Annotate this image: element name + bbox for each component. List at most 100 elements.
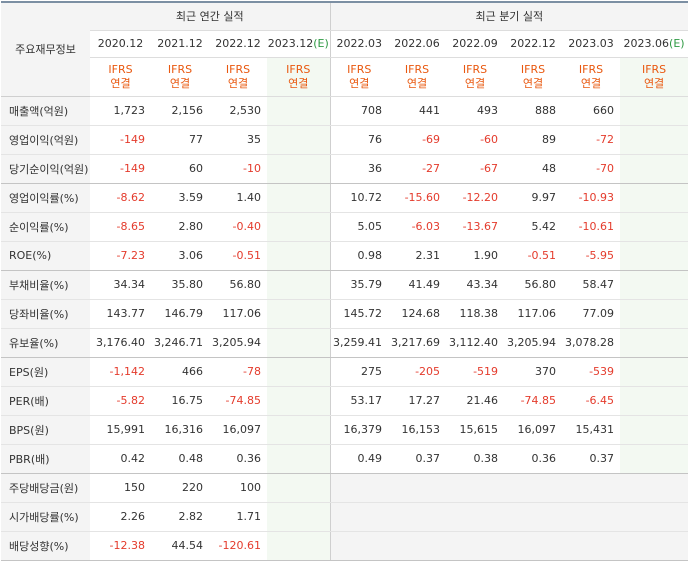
quarter-value: -27 bbox=[388, 154, 447, 184]
annual-value: -8.65 bbox=[90, 212, 151, 242]
annual-value: -149 bbox=[90, 125, 151, 155]
ifrs-text: IFRS 연결 bbox=[562, 63, 620, 91]
quarter-value: 708 bbox=[329, 96, 389, 126]
annual-value: 3.59 bbox=[151, 183, 209, 213]
annual-value: 1,723 bbox=[90, 96, 151, 126]
quarter-value: -74.85 bbox=[504, 386, 563, 416]
annual-value bbox=[267, 125, 331, 155]
row-label: 유보율(%) bbox=[1, 328, 90, 358]
annual-value: 1.40 bbox=[209, 183, 267, 213]
annual-value: 146.79 bbox=[151, 299, 209, 329]
quarter-value: 275 bbox=[329, 357, 389, 387]
table-row: PER(배) -5.82 16.75 -74.85 53.17 17.27 21.46 -74… bbox=[1, 386, 689, 416]
period-header-row: 2020.12 2021.12 2022.12 2023.12(E) 2022.03 20… bbox=[1, 30, 689, 58]
ifrs-line1: IFRS bbox=[404, 62, 430, 76]
annual-value: 2,530 bbox=[209, 96, 267, 126]
quarter-value: -70 bbox=[562, 154, 621, 184]
quarter-value: -15.60 bbox=[388, 183, 447, 213]
annual-value: -74.85 bbox=[209, 386, 267, 416]
quarter-value bbox=[620, 212, 689, 242]
quarter-value: 660 bbox=[562, 96, 621, 126]
ifrs-label: IFRS 연결 bbox=[329, 57, 389, 97]
quarter-value: 124.68 bbox=[388, 299, 447, 329]
row-label: BPS(원) bbox=[1, 415, 90, 445]
quarter-value: 43.34 bbox=[446, 270, 505, 300]
table-row: 유보율(%) 3,176.40 3,246.71 3,205.94 3,259.41 3,… bbox=[1, 328, 689, 358]
table-row: 영업이익률(%) -8.62 3.59 1.40 10.72 -15.60 -12.20 9.… bbox=[1, 183, 689, 213]
row-label: 주당배당금(원) bbox=[1, 473, 90, 503]
annual-value: 3,205.94 bbox=[209, 328, 267, 358]
annual-value: 100 bbox=[209, 473, 267, 503]
ifrs-line2: 연결 bbox=[288, 76, 309, 90]
annual-value: 2.26 bbox=[90, 502, 151, 532]
annual-value: 0.42 bbox=[90, 444, 151, 474]
quarter-value: -13.67 bbox=[446, 212, 505, 242]
quarter-value: 15,615 bbox=[446, 415, 505, 445]
annual-value: 1.71 bbox=[209, 502, 267, 532]
quarter-value bbox=[620, 96, 689, 126]
table-row: BPS(원) 15,991 16,316 16,097 16,379 16,153 15,6… bbox=[1, 415, 689, 445]
ifrs-line1: IFRS bbox=[286, 62, 311, 76]
period-label: 2022.09 bbox=[452, 37, 498, 50]
table-row: 매출액(억원) 1,723 2,156 2,530 708 441 493 888 660 bbox=[1, 96, 689, 126]
quarter-value: 1.90 bbox=[446, 241, 505, 271]
table-row: 순이익률(%) -8.65 2.80 -0.40 5.05 -6.03 -13.67 5.42… bbox=[1, 212, 689, 242]
annual-value: -10 bbox=[209, 154, 267, 184]
quarter-value: 5.42 bbox=[504, 212, 563, 242]
annual-value bbox=[267, 502, 331, 532]
ifrs-label: IFRS 연결 bbox=[90, 57, 151, 97]
quarter-value: -60 bbox=[446, 125, 505, 155]
row-label: PER(배) bbox=[1, 386, 90, 416]
ifrs-text: IFRS 연결 bbox=[446, 63, 504, 91]
period-label: 2022.12 bbox=[510, 37, 556, 50]
quarter-value: 16,097 bbox=[504, 415, 563, 445]
annual-value: -5.82 bbox=[90, 386, 151, 416]
estimate-mark: (E) bbox=[669, 37, 685, 50]
row-label: 시가배당률(%) bbox=[1, 502, 90, 532]
ifrs-header-row: IFRS 연결 IFRS 연결 IFRS 연결 IFRS 연결 IFRS 연결 IFRS 연결 IFRS… bbox=[1, 57, 689, 97]
table-row: PBR(배) 0.42 0.48 0.36 0.49 0.37 0.38 0.36 0.37 bbox=[1, 444, 689, 474]
ifrs-line2: 연결 bbox=[580, 76, 602, 90]
ifrs-text: IFRS 연결 bbox=[209, 63, 267, 91]
quarter-value: 888 bbox=[504, 96, 563, 126]
quarter-value: 56.80 bbox=[504, 270, 563, 300]
annual-value bbox=[267, 531, 331, 561]
quarter-value: 48 bbox=[504, 154, 563, 184]
quarter-value: 0.37 bbox=[562, 444, 621, 474]
row-label: ROE(%) bbox=[1, 241, 90, 271]
quarter-value: 9.97 bbox=[504, 183, 563, 213]
quarter-value: -69 bbox=[388, 125, 447, 155]
period-header-2022.03: 2022.03 bbox=[329, 30, 389, 58]
quarter-value bbox=[562, 502, 621, 532]
annual-value: 466 bbox=[151, 357, 209, 387]
annual-value: -8.62 bbox=[90, 183, 151, 213]
estimate-mark: (E) bbox=[313, 37, 329, 50]
quarter-value: 16,379 bbox=[329, 415, 389, 445]
period-header-2022.09: 2022.09 bbox=[446, 30, 505, 58]
annual-value bbox=[267, 444, 331, 474]
quarter-value bbox=[329, 502, 389, 532]
annual-value: -120.61 bbox=[209, 531, 267, 561]
quarter-value: -12.20 bbox=[446, 183, 505, 213]
period-label: 2020.12 bbox=[97, 37, 144, 50]
ifrs-line2: 연결 bbox=[227, 76, 249, 90]
ifrs-text: IFRS 연결 bbox=[151, 63, 209, 91]
quarter-value bbox=[446, 502, 505, 532]
quarter-value: 118.38 bbox=[446, 299, 505, 329]
period-label: 2021.12 bbox=[157, 37, 203, 50]
quarter-value: -5.95 bbox=[562, 241, 621, 271]
annual-value bbox=[267, 96, 331, 126]
ifrs-text: IFRS 연결 bbox=[90, 63, 151, 91]
quarter-value bbox=[329, 531, 389, 561]
ifrs-label: IFRS 연결 bbox=[562, 57, 621, 97]
annual-value: 77 bbox=[151, 125, 209, 155]
quarter-value bbox=[620, 328, 689, 358]
quarter-value bbox=[562, 473, 621, 503]
quarter-value: 0.37 bbox=[388, 444, 447, 474]
annual-value: 34.34 bbox=[90, 270, 151, 300]
quarter-value: 36 bbox=[329, 154, 389, 184]
ifrs-line1: IFRS bbox=[641, 62, 667, 76]
ifrs-line2: 연결 bbox=[522, 76, 544, 90]
annual-value: 3,176.40 bbox=[90, 328, 151, 358]
quarter-value: -539 bbox=[562, 357, 621, 387]
